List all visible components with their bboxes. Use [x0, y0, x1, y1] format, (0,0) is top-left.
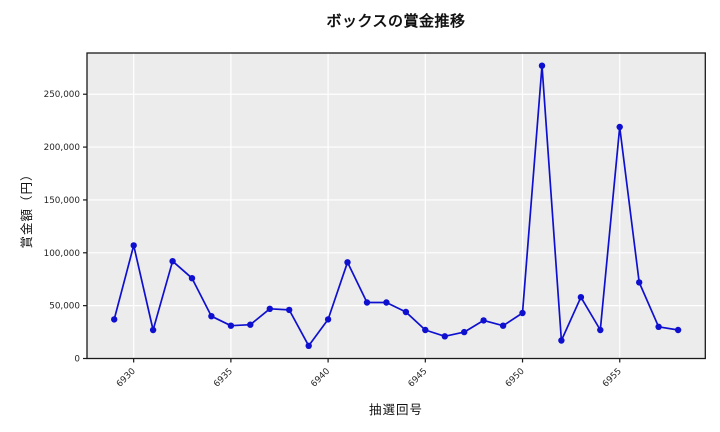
- data-point: [247, 321, 254, 328]
- y-tick-label: 0: [74, 355, 80, 365]
- data-point: [227, 322, 235, 329]
- data-point: [402, 308, 410, 316]
- data-point: [111, 316, 118, 323]
- data-point: [519, 309, 526, 317]
- data-point: [344, 259, 351, 266]
- x-tick-label: 6930: [115, 366, 138, 389]
- y-axis-label: 賞金額（円）: [19, 167, 34, 249]
- y-tick-label: 200,000: [44, 143, 81, 153]
- x-tick-label: 6940: [309, 366, 332, 389]
- y-tick-label: 50,000: [49, 302, 80, 312]
- x-tick-label: 6945: [407, 367, 430, 390]
- data-point: [130, 242, 137, 249]
- data-point: [441, 333, 448, 340]
- y-tick-label: 150,000: [44, 196, 81, 206]
- data-point: [266, 305, 273, 312]
- data-point: [383, 299, 390, 306]
- data-point: [616, 123, 623, 131]
- data-point: [324, 316, 332, 323]
- data-point: [577, 294, 585, 301]
- data-point: [305, 342, 312, 349]
- data-point: [208, 313, 215, 320]
- data-point: [480, 317, 487, 324]
- data-point: [558, 337, 565, 344]
- y-tick-label: 250,000: [44, 90, 81, 100]
- data-point: [363, 299, 371, 306]
- data-point: [499, 322, 507, 329]
- data-line: [113, 64, 679, 347]
- axes-spines: [86, 52, 706, 360]
- chart-title: ボックスの賞金推移: [326, 12, 466, 30]
- data-point: [169, 258, 176, 265]
- data-point: [597, 326, 604, 334]
- data-point: [636, 279, 643, 286]
- data-point: [655, 323, 662, 330]
- x-tick-label: 6955: [601, 367, 624, 390]
- data-point: [422, 326, 429, 334]
- y-tick-label: 100,000: [44, 249, 81, 259]
- data-point: [674, 326, 682, 334]
- data-point: [188, 275, 196, 282]
- data-point: [149, 326, 157, 334]
- x-tick-label: 6950: [504, 366, 527, 389]
- data-point: [461, 328, 468, 336]
- x-tick-label: 6935: [212, 367, 235, 390]
- x-axis-label: 抽選回号: [368, 402, 423, 417]
- data-point: [538, 62, 546, 69]
- data-point: [286, 306, 293, 314]
